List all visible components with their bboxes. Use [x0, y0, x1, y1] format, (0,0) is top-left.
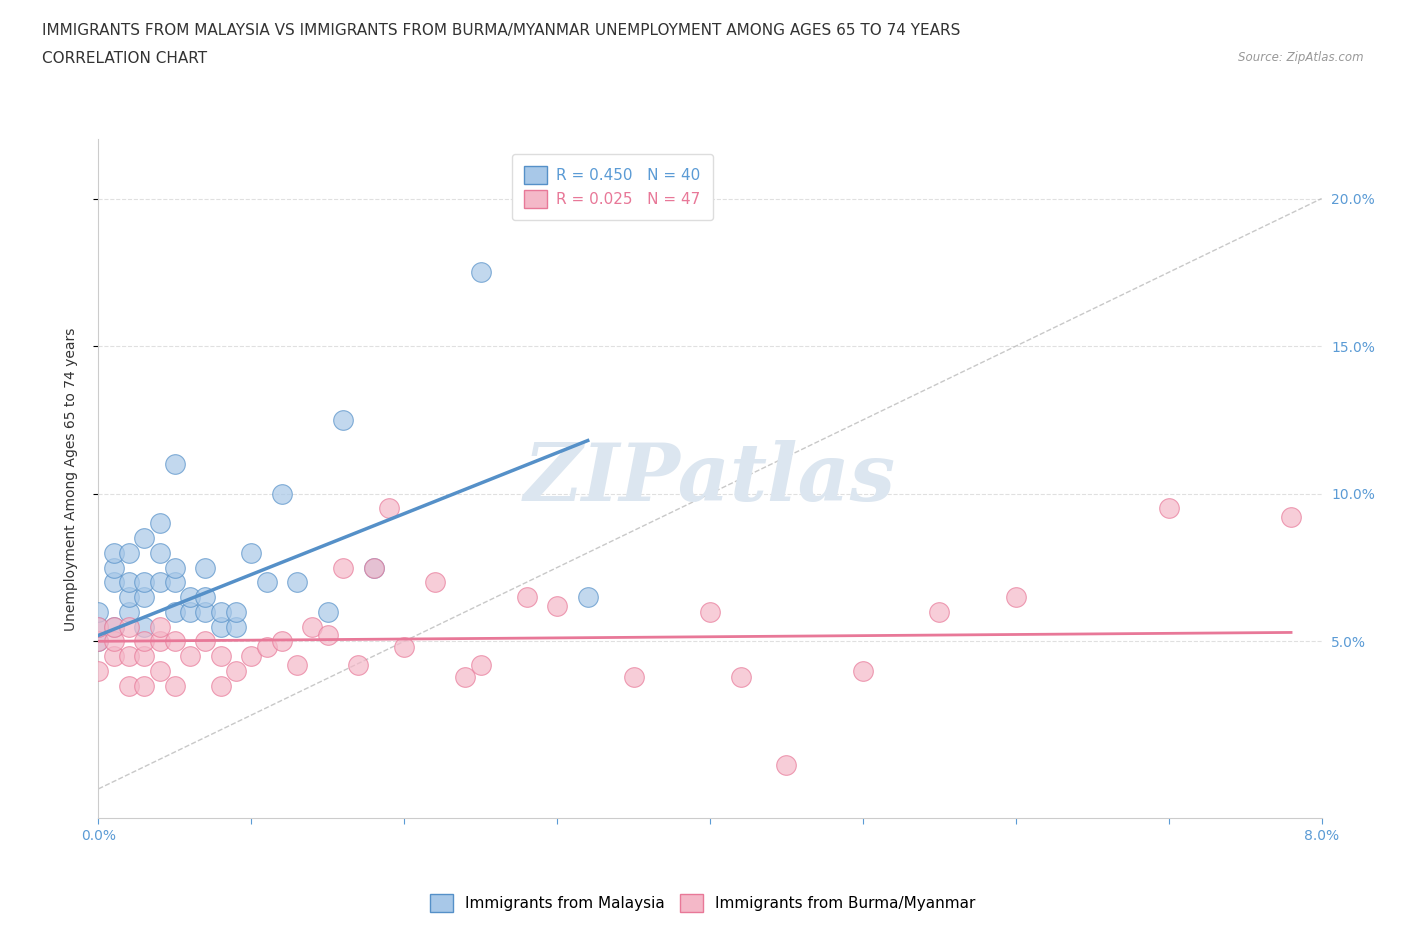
Point	[134, 678, 156, 693]
Point	[576, 590, 599, 604]
Text: CORRELATION CHART: CORRELATION CHART	[42, 51, 207, 66]
Point	[423, 575, 446, 590]
Point	[209, 619, 232, 634]
Point	[87, 663, 110, 678]
Point	[256, 640, 278, 655]
Point	[87, 619, 110, 634]
Point	[118, 575, 141, 590]
Point	[240, 648, 263, 663]
Point	[163, 560, 186, 575]
Point	[163, 604, 186, 619]
Point	[546, 598, 568, 613]
Point	[149, 619, 172, 634]
Legend: Immigrants from Malaysia, Immigrants from Burma/Myanmar: Immigrants from Malaysia, Immigrants fro…	[425, 888, 981, 918]
Point	[134, 648, 156, 663]
Point	[118, 648, 141, 663]
Point	[118, 590, 141, 604]
Point	[699, 604, 721, 619]
Point	[852, 663, 875, 678]
Point	[347, 658, 370, 672]
Point	[149, 516, 172, 531]
Point	[209, 678, 232, 693]
Point	[134, 575, 156, 590]
Point	[103, 648, 125, 663]
Point	[332, 560, 354, 575]
Point	[87, 604, 110, 619]
Point	[256, 575, 278, 590]
Point	[134, 634, 156, 649]
Point	[103, 575, 125, 590]
Point	[179, 648, 201, 663]
Point	[149, 545, 172, 560]
Point	[363, 560, 385, 575]
Point	[316, 628, 339, 643]
Point	[163, 678, 186, 693]
Point	[134, 590, 156, 604]
Point	[118, 545, 141, 560]
Point	[301, 619, 323, 634]
Point	[209, 604, 232, 619]
Point	[163, 634, 186, 649]
Point	[623, 670, 645, 684]
Point	[118, 619, 141, 634]
Point	[103, 545, 125, 560]
Point	[149, 634, 172, 649]
Point	[270, 634, 294, 649]
Point	[209, 648, 232, 663]
Point	[134, 530, 156, 545]
Point	[363, 560, 385, 575]
Point	[179, 604, 201, 619]
Point	[194, 634, 217, 649]
Point	[149, 663, 172, 678]
Point	[285, 658, 308, 672]
Point	[194, 590, 217, 604]
Point	[392, 640, 416, 655]
Point	[194, 560, 217, 575]
Text: Source: ZipAtlas.com: Source: ZipAtlas.com	[1239, 51, 1364, 64]
Point	[103, 634, 125, 649]
Point	[87, 634, 110, 649]
Point	[516, 590, 538, 604]
Point	[225, 663, 247, 678]
Point	[775, 758, 797, 773]
Text: ZIPatlas: ZIPatlas	[524, 440, 896, 518]
Text: IMMIGRANTS FROM MALAYSIA VS IMMIGRANTS FROM BURMA/MYANMAR UNEMPLOYMENT AMONG AGE: IMMIGRANTS FROM MALAYSIA VS IMMIGRANTS F…	[42, 23, 960, 38]
Point	[454, 670, 477, 684]
Point	[270, 486, 294, 501]
Point	[1004, 590, 1026, 604]
Point	[149, 575, 172, 590]
Point	[730, 670, 752, 684]
Point	[163, 457, 186, 472]
Point	[285, 575, 308, 590]
Point	[1279, 510, 1302, 525]
Point	[163, 575, 186, 590]
Point	[240, 545, 263, 560]
Y-axis label: Unemployment Among Ages 65 to 74 years: Unemployment Among Ages 65 to 74 years	[63, 327, 77, 631]
Point	[87, 634, 110, 649]
Point	[103, 619, 125, 634]
Point	[179, 590, 201, 604]
Point	[1157, 501, 1180, 516]
Point	[194, 604, 217, 619]
Point	[118, 604, 141, 619]
Point	[225, 604, 247, 619]
Point	[470, 265, 492, 280]
Point	[316, 604, 339, 619]
Point	[134, 619, 156, 634]
Point	[378, 501, 401, 516]
Point	[332, 413, 354, 428]
Point	[103, 619, 125, 634]
Legend: R = 0.450   N = 40, R = 0.025   N = 47: R = 0.450 N = 40, R = 0.025 N = 47	[512, 154, 713, 219]
Point	[103, 560, 125, 575]
Point	[470, 658, 492, 672]
Point	[87, 619, 110, 634]
Point	[928, 604, 950, 619]
Point	[225, 619, 247, 634]
Point	[118, 678, 141, 693]
